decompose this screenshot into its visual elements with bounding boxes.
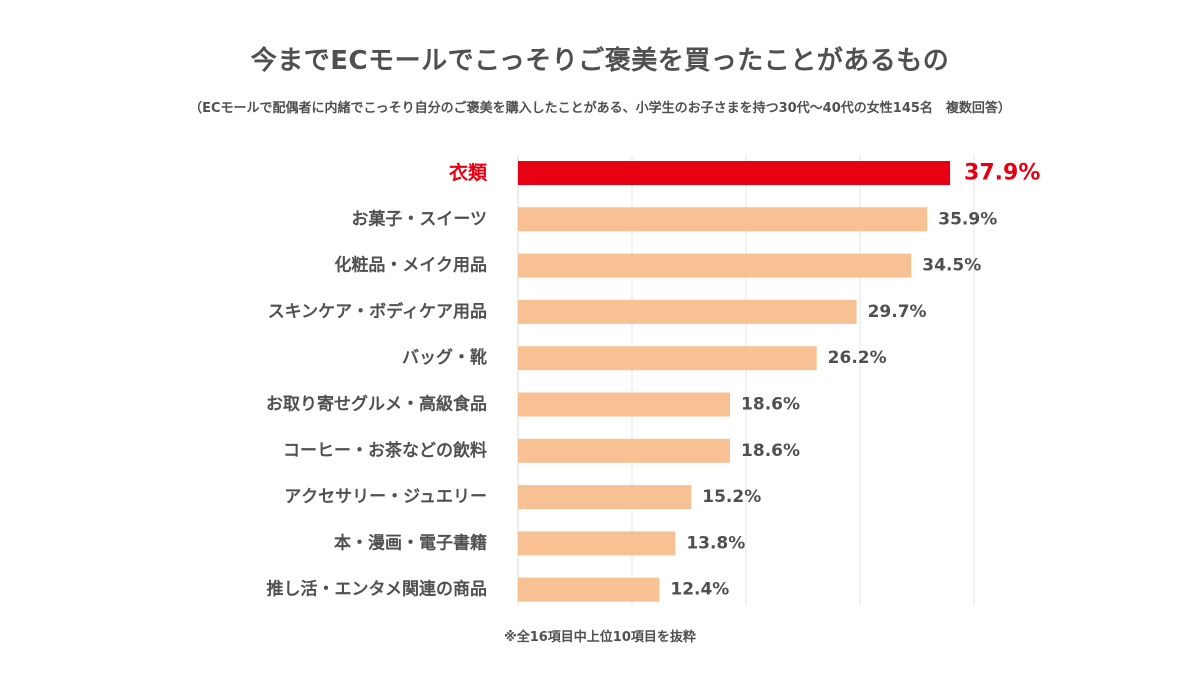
bars [518, 161, 951, 602]
chart-footnote: ※全16項目中上位10項目を抜粋 [504, 630, 696, 645]
chart-subtitle: （ECモールで配偶者に内緒でこっそり自分のご褒美を購入したことがある、小学生のお… [189, 101, 1011, 116]
value-label: 29.7% [868, 302, 927, 322]
labels: 衣類 37.9% お菓子・スイーツ 35.9% 化粧品・メイク用品 34.5% スキンケア・… [266, 161, 1040, 600]
value-label: 13.8% [686, 533, 745, 553]
category-label: お菓子・スイーツ [351, 209, 487, 229]
category-label: 衣類 [449, 161, 488, 184]
bar [518, 161, 951, 185]
category-label: スキンケア・ボディケア用品 [268, 301, 487, 322]
category-label: 推し活・エンタメ関連の商品 [267, 579, 488, 600]
value-label: 15.2% [702, 487, 761, 507]
bar [518, 438, 731, 463]
value-label: 18.6% [741, 441, 800, 461]
value-label: 34.5% [922, 256, 981, 276]
category-label: バッグ・靴 [402, 347, 487, 368]
category-label: アクセサリー・ジュエリー [284, 487, 487, 507]
bar [518, 577, 660, 602]
bar [518, 392, 731, 417]
bar [518, 253, 912, 278]
category-label: コーヒー・お茶などの飲料 [283, 440, 487, 461]
category-label: 本・漫画・電子書籍 [334, 532, 487, 553]
value-label: 18.6% [741, 395, 800, 415]
chart-title: 今までECモールでこっそりご褒美を買ったことがあるもの [250, 46, 950, 76]
bar [518, 531, 676, 556]
value-label: 12.4% [670, 580, 729, 600]
category-label: お取り寄せグルメ・高級食品 [266, 394, 487, 415]
bar [518, 485, 692, 510]
value-label: 35.9% [938, 209, 997, 229]
value-label: 37.9% [964, 161, 1040, 186]
bar [518, 299, 857, 324]
bar [518, 346, 817, 371]
bar [518, 207, 928, 232]
category-label: 化粧品・メイク用品 [334, 255, 487, 276]
value-label: 26.2% [828, 348, 887, 368]
